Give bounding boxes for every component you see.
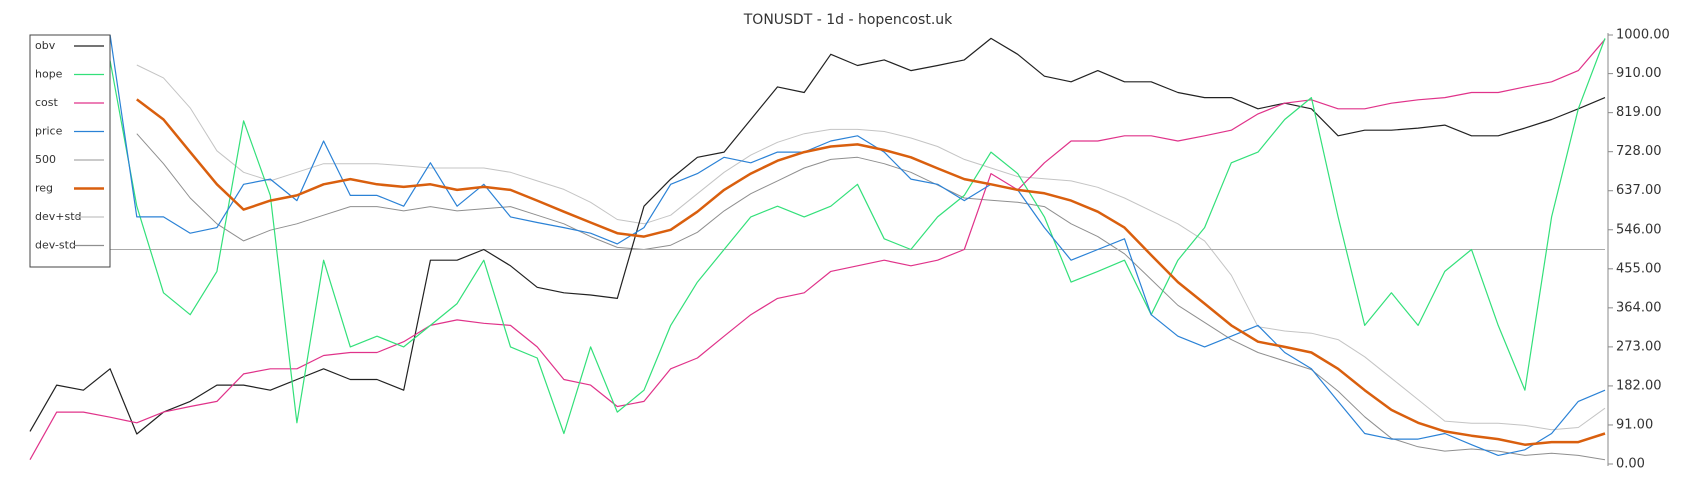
legend-label: hope bbox=[35, 68, 63, 81]
y-tick-label: 546.00 bbox=[1616, 222, 1662, 237]
legend-label: obv bbox=[35, 39, 56, 52]
legend-label: price bbox=[35, 125, 63, 138]
y-tick-label: 910.00 bbox=[1616, 66, 1662, 81]
legend-label: dev+std bbox=[35, 210, 82, 223]
series-line bbox=[29, 37, 1606, 435]
series-line bbox=[109, 38, 1606, 435]
y-tick-label: 728.00 bbox=[1616, 144, 1662, 159]
y-tick-label: 455.00 bbox=[1616, 261, 1662, 276]
series-line bbox=[29, 38, 1606, 460]
y-tick-label: 1000.00 bbox=[1616, 28, 1670, 43]
legend-box bbox=[29, 34, 111, 268]
y-tick-label: 819.00 bbox=[1616, 105, 1662, 120]
y-tick-label: 273.00 bbox=[1616, 339, 1662, 354]
series-line bbox=[109, 34, 1606, 456]
legend-label: dev-std bbox=[35, 239, 76, 252]
series-line bbox=[136, 133, 1606, 461]
y-tick-label: 637.00 bbox=[1616, 183, 1662, 198]
y-tick-label: 364.00 bbox=[1616, 300, 1662, 315]
series-line bbox=[136, 98, 1606, 446]
series-line bbox=[136, 64, 1606, 431]
y-tick-label: 91.00 bbox=[1616, 417, 1653, 432]
y-tick-label: 0.00 bbox=[1616, 457, 1645, 472]
legend-label: 500 bbox=[35, 153, 56, 166]
chart-title: TONUSDT - 1d - hopencost.uk bbox=[743, 12, 953, 28]
plot-area bbox=[29, 34, 1606, 461]
legend: obv hope cost price 500 reg dev+std dev-std bbox=[29, 34, 111, 268]
legend-label: reg bbox=[35, 182, 53, 195]
y-tick-label: 182.00 bbox=[1616, 378, 1662, 393]
legend-label: cost bbox=[35, 96, 59, 109]
y-axis: 0.00 91.00 182.00 273.00 364.00 455.00 546.00 6… bbox=[1607, 28, 1670, 472]
